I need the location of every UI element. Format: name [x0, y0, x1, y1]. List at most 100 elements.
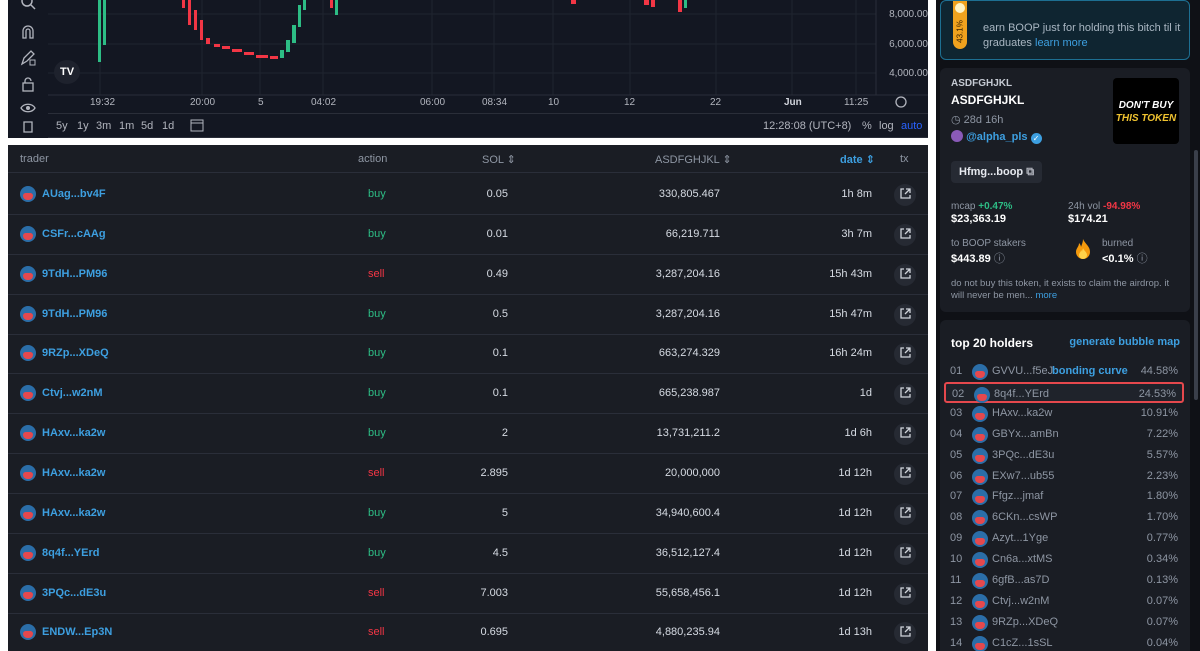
- holder-tag: bonding curve: [1052, 365, 1128, 377]
- date-cell: 1d 13h: [838, 626, 872, 639]
- trader-link[interactable]: 9RZp...XDeQ: [20, 345, 109, 362]
- holder-row[interactable]: 01 GVVU...f5eJ bonding curve 44.58%: [944, 361, 1184, 382]
- magnet-icon[interactable]: [16, 24, 40, 44]
- external-link-icon[interactable]: [894, 542, 916, 565]
- holder-rank: 09: [950, 532, 963, 545]
- lock-icon[interactable]: [16, 76, 40, 96]
- external-link-icon[interactable]: [894, 462, 916, 485]
- table-row: HAxv...ka2w sell 2.895 20,000,000 1d 12h: [8, 454, 928, 494]
- holder-address[interactable]: GBYx...amBn: [992, 427, 1059, 440]
- date-cell: 1d 12h: [838, 506, 872, 519]
- trader-link[interactable]: Ctvj...w2nM: [20, 385, 103, 402]
- holder-row[interactable]: 07 Ffgz...jmaf 1.80%: [944, 486, 1184, 507]
- mcap-label: mcap +0.47%: [951, 201, 1013, 212]
- holder-row-highlighted[interactable]: 02 8q4f...YErd 24.53%: [944, 381, 1184, 403]
- external-link-icon[interactable]: [894, 622, 916, 645]
- holder-address[interactable]: EXw7...ub55: [992, 469, 1055, 482]
- trader-link[interactable]: HAxv...ka2w: [20, 504, 105, 521]
- holder-percent: 0.07%: [1146, 594, 1178, 607]
- external-link-icon[interactable]: [894, 423, 916, 446]
- holder-address[interactable]: Ctvj...w2nM: [992, 594, 1050, 607]
- holder-row[interactable]: 09 Azyt...1Yge 0.77%: [944, 528, 1184, 549]
- table-row: ENDW...Ep3N sell 0.695 4,880,235.94 1d 13h: [8, 613, 928, 651]
- external-link-icon[interactable]: [894, 303, 916, 326]
- trader-link[interactable]: 3PQc...dE3u: [20, 584, 106, 601]
- auto-scale-toggle[interactable]: auto: [901, 120, 923, 132]
- holder-address[interactable]: C1cZ...1sSL: [992, 636, 1053, 649]
- holder-row[interactable]: 12 Ctvj...w2nM 0.07%: [944, 591, 1184, 612]
- holder-percent: 1.70%: [1146, 511, 1178, 524]
- holder-avatar: [972, 614, 988, 631]
- range-5y-button[interactable]: 5y: [56, 120, 68, 132]
- holder-address[interactable]: Ffgz...jmaf: [992, 490, 1044, 503]
- log-scale-toggle[interactable]: log: [879, 120, 894, 132]
- holder-address[interactable]: 6CKn...csWP: [992, 511, 1058, 524]
- external-link-icon[interactable]: [894, 184, 916, 206]
- holder-row[interactable]: 05 3PQc...dE3u 5.57%: [944, 445, 1184, 466]
- external-link-icon[interactable]: [894, 383, 916, 406]
- holder-address[interactable]: Cn6a...xtMS: [992, 553, 1053, 566]
- holder-address[interactable]: GVVU...f5eJ: [992, 365, 1054, 377]
- trader-link[interactable]: CSFr...cAAg: [20, 225, 106, 242]
- trader-link[interactable]: 8q4f...YErd: [20, 544, 99, 561]
- col-sol[interactable]: SOL ⇕: [482, 154, 516, 166]
- trader-link[interactable]: 9TdH...PM96: [20, 305, 107, 322]
- holder-avatar: [972, 573, 988, 589]
- holder-address[interactable]: HAxv...ka2w: [992, 406, 1053, 419]
- tradingview-logo[interactable]: TV: [54, 60, 80, 84]
- more-link[interactable]: more: [1035, 290, 1058, 301]
- external-link-icon[interactable]: [894, 223, 916, 246]
- trader-link[interactable]: 9TdH...PM96: [20, 265, 107, 282]
- holder-percent: 1.80%: [1146, 490, 1178, 503]
- range-3m-button[interactable]: 3m: [96, 120, 112, 132]
- percent-scale-toggle[interactable]: %: [862, 120, 872, 132]
- holder-row[interactable]: 06 EXw7...ub55 2.23%: [944, 466, 1184, 487]
- holder-address[interactable]: 3PQc...dE3u: [992, 448, 1055, 461]
- holder-row[interactable]: 13 9RZp...XDeQ 0.07%: [944, 612, 1184, 633]
- sidebar-scrollbar[interactable]: [1194, 150, 1198, 400]
- range-1d-button[interactable]: 1d: [162, 120, 175, 132]
- contract-address-button[interactable]: Hfmg...boop ⧉: [951, 161, 1043, 183]
- trader-link[interactable]: ENDW...Ep3N: [20, 624, 112, 641]
- holder-row[interactable]: 11 6gfB...as7D 0.13%: [944, 570, 1184, 591]
- bubble-map-button[interactable]: generate bubble map: [1069, 336, 1180, 348]
- holder-address[interactable]: 8q4f...YErd: [994, 387, 1050, 400]
- date-range-icon[interactable]: [190, 118, 204, 135]
- holder-address[interactable]: 6gfB...as7D: [992, 574, 1050, 586]
- learn-more-link[interactable]: learn more: [1035, 37, 1088, 49]
- trader-link[interactable]: HAxv...ka2w: [20, 464, 105, 481]
- token-amount-cell: 20,000,000: [664, 466, 720, 479]
- holder-row[interactable]: 04 GBYx...amBn 7.22%: [944, 424, 1184, 445]
- token-ticker: ASDFGHJKL: [951, 78, 1013, 89]
- holder-percent: 24.53%: [1138, 387, 1176, 400]
- holder-row[interactable]: 14 C1cZ...1sSL 0.04%: [944, 633, 1184, 651]
- holder-row[interactable]: 10 Cn6a...xtMS 0.34%: [944, 549, 1184, 570]
- range-5d-button[interactable]: 5d: [141, 120, 154, 132]
- external-link-icon[interactable]: [894, 502, 916, 525]
- eye-icon[interactable]: [16, 100, 40, 120]
- holder-row[interactable]: 03 HAxv...ka2w 10.91%: [944, 403, 1184, 424]
- holder-address[interactable]: Azyt...1Yge: [992, 532, 1049, 545]
- table-row: 3PQc...dE3u sell 7.003 55,658,456.1 1d 12h: [8, 574, 928, 614]
- holder-rank: 11: [950, 574, 962, 586]
- time-tick: 04:02: [311, 97, 337, 108]
- col-date[interactable]: date ⇕: [840, 154, 875, 166]
- time-tick: 5: [258, 97, 264, 108]
- external-link-icon[interactable]: [894, 343, 916, 366]
- col-token[interactable]: ASDFGHJKL ⇕: [655, 154, 732, 166]
- holder-row[interactable]: 08 6CKn...csWP 1.70%: [944, 507, 1184, 528]
- external-link-icon[interactable]: [894, 263, 916, 286]
- sol-cell: 5: [501, 506, 508, 519]
- external-link-icon[interactable]: [894, 582, 916, 605]
- pencil-lock-icon[interactable]: [16, 50, 40, 70]
- trash-icon[interactable]: [16, 120, 40, 134]
- search-icon[interactable]: [16, 0, 40, 14]
- time-tick: 06:00: [420, 97, 446, 108]
- trader-link[interactable]: AUag...bv4F: [20, 186, 106, 202]
- range-1y-button[interactable]: 1y: [77, 120, 89, 132]
- date-cell: 1d 12h: [838, 586, 872, 599]
- range-1m-button[interactable]: 1m: [119, 120, 135, 132]
- holder-address[interactable]: 9RZp...XDeQ: [992, 615, 1059, 628]
- trader-link[interactable]: HAxv...ka2w: [20, 425, 105, 442]
- creator-link[interactable]: @alpha_pls ✓: [951, 130, 1042, 144]
